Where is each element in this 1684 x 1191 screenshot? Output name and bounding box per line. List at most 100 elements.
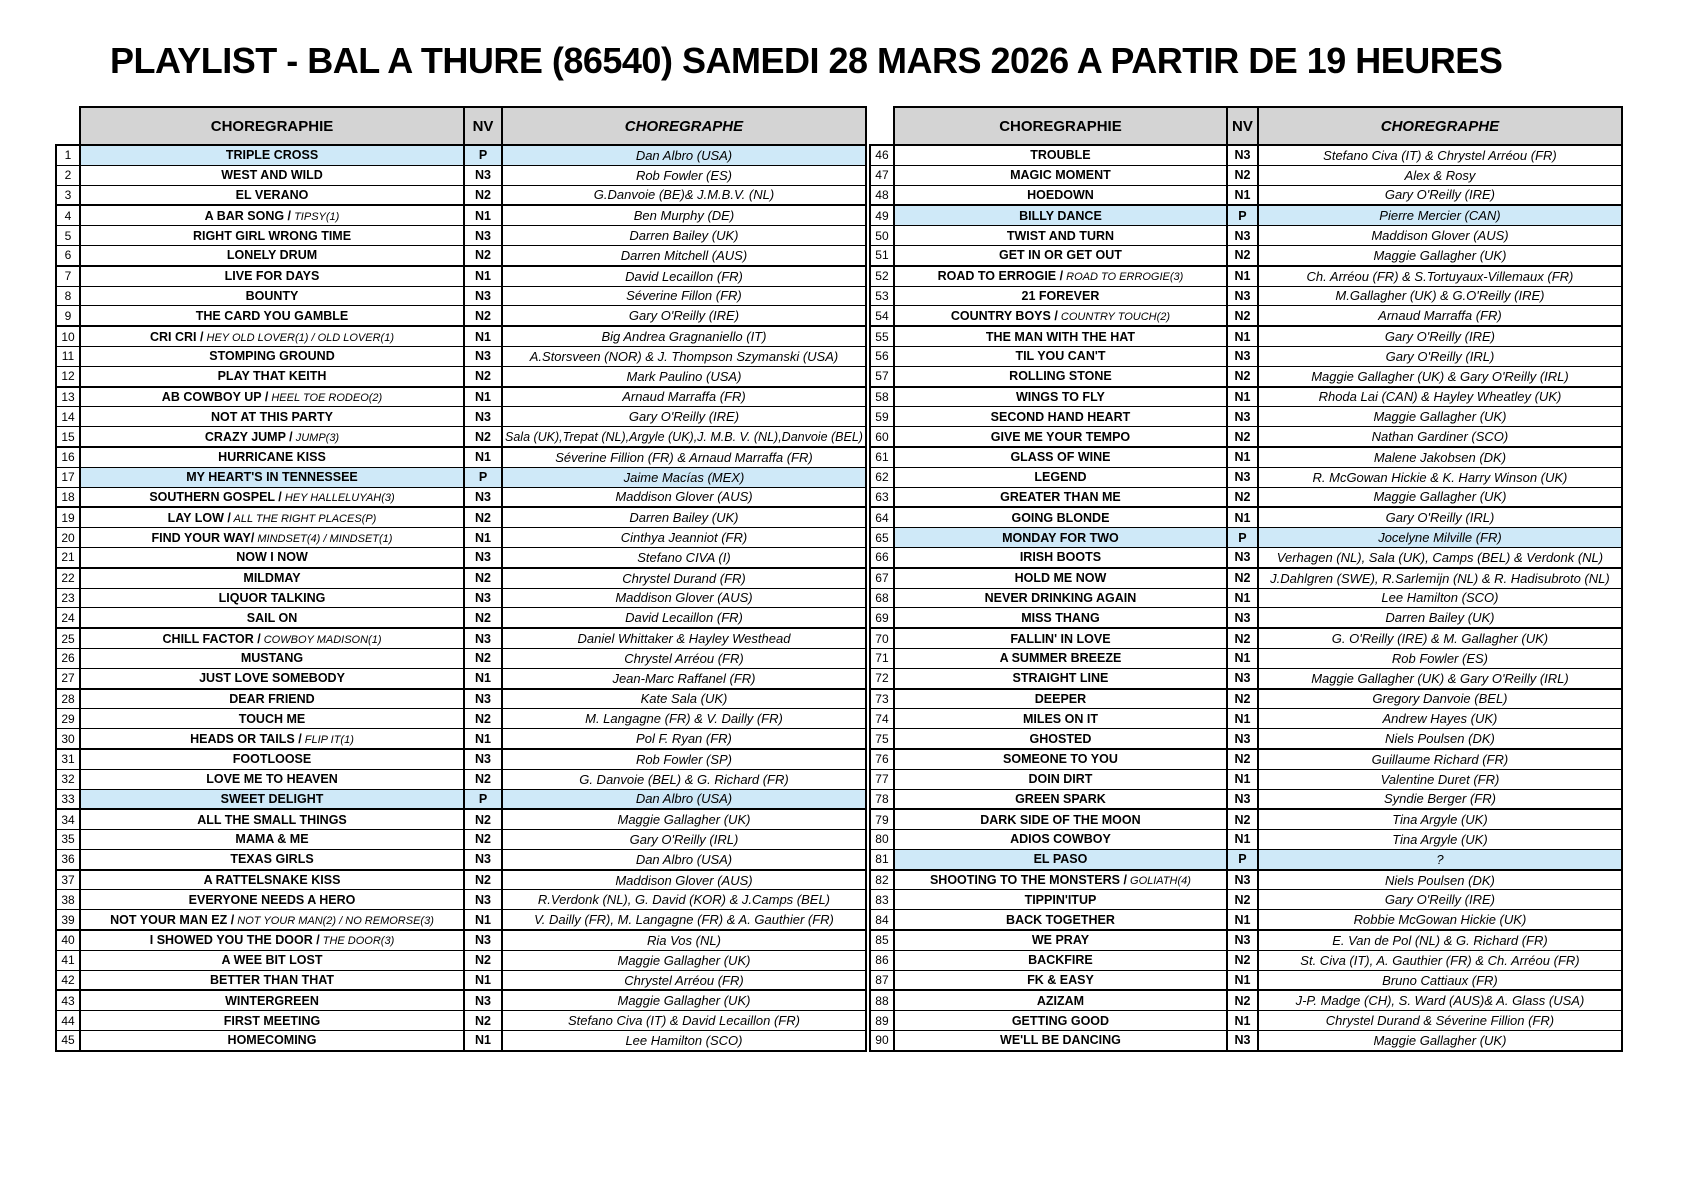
level: N1	[463, 325, 503, 347]
song-title-alt: GOLIATH(4)	[1126, 875, 1191, 888]
song-title: GREATER THAN ME	[892, 486, 1228, 509]
level: N3	[463, 546, 503, 569]
table-row: 62 LEGEND N3 R. McGowan Hickie & K. Harr…	[868, 466, 1623, 488]
choreographer-name: Gary O'Reilly (IRE)	[628, 409, 740, 425]
table-row: 10 CRI CRI / HEY OLD LOVER(1) / OLD LOVE…	[55, 325, 867, 347]
choreographer-name: Jean-Marc Raffanel (FR)	[612, 670, 756, 686]
song-title: FK & EASY	[892, 969, 1228, 992]
level: N3	[1225, 345, 1259, 367]
song-title-main: SECOND HAND HEART	[990, 409, 1131, 424]
level: N1	[463, 1030, 503, 1052]
level: N1	[1225, 969, 1259, 992]
level: P	[463, 466, 503, 488]
song-title-main: LOVE ME TO HEAVEN	[206, 772, 338, 787]
song-title: WINTERGREEN	[79, 989, 465, 1012]
choreographer: Pol F. Ryan (FR)	[501, 728, 867, 750]
song-title: AB COWBOY UP / HEEL TOE RODEO(2)	[79, 386, 465, 408]
row-number: 2	[55, 164, 81, 186]
row-number: 11	[55, 345, 81, 367]
choreographer-name: Alex & Rosy	[1404, 167, 1476, 183]
choreographer-name: Maggie Gallagher (UK)	[617, 812, 751, 828]
level: N2	[463, 506, 503, 529]
choreographer-name: Gary O'Reilly (IRE)	[1384, 187, 1495, 203]
header-choregraphe: CHOREGRAPHE	[501, 106, 867, 146]
song-title-main: DOIN DIRT	[1028, 772, 1093, 787]
choreographer: Jean-Marc Raffanel (FR)	[501, 667, 867, 690]
table-row: 15 CRAZY JUMP / JUMP(3) N2 Sala (UK),Tre…	[55, 426, 867, 448]
table-row: 66 IRISH BOOTS N3 Verhagen (NL), Sala (U…	[868, 546, 1623, 569]
table-row: 43 WINTERGREEN N3 Maggie Gallagher (UK)	[55, 989, 867, 1012]
song-title: 21 FOREVER	[892, 285, 1228, 307]
song-title-main: GOING BLONDE	[1011, 510, 1110, 525]
choreographer: Arnaud Marraffa (FR)	[1256, 305, 1623, 328]
row-number: 43	[55, 989, 81, 1012]
level: N3	[1225, 929, 1259, 951]
choreographer: Chrystel Arréou (FR)	[501, 647, 867, 669]
table-row: 19 LAY LOW / ALL THE RIGHT PLACES(P) N2 …	[55, 506, 867, 529]
song-title-main: IRISH BOOTS	[1019, 550, 1102, 565]
song-title-main: HOEDOWN	[1027, 187, 1094, 202]
table-row: 13 AB COWBOY UP / HEEL TOE RODEO(2) N1 A…	[55, 386, 867, 408]
song-title-main: FIRST MEETING	[223, 1013, 321, 1028]
table-row: 90 WE'LL BE DANCING N3 Maggie Gallagher …	[868, 1030, 1623, 1052]
choreographer-name: ?	[1436, 851, 1444, 867]
table-row: 36 TEXAS GIRLS N3 Dan Albro (USA)	[55, 848, 867, 871]
choreographer-name: Kate Sala (UK)	[640, 691, 728, 707]
song-title-alt: FLIP IT(1)	[301, 733, 354, 746]
song-title: STOMPING GROUND	[79, 345, 465, 367]
song-title-main: PLAY THAT KEITH	[217, 369, 327, 384]
song-title: LIQUOR TALKING	[79, 587, 465, 609]
row-number: 20	[55, 527, 81, 548]
choreographer: Gregory Danvoie (BEL)	[1256, 688, 1623, 710]
song-title: RIGHT GIRL WRONG TIME	[79, 225, 465, 246]
song-title: A RATTELSNAKE KISS	[79, 869, 465, 891]
row-number: 64	[868, 506, 895, 529]
choreographer-name: Stefano CIVA (I)	[637, 549, 731, 565]
choreographer-name: Maddison Glover (AUS)	[615, 489, 753, 505]
song-title-main: WINGS TO FLY	[1016, 389, 1105, 404]
level: N3	[463, 929, 503, 951]
row-number: 15	[55, 426, 81, 448]
choreographer-name: M.Gallagher (UK) & G.O'Reilly (IRE)	[1335, 288, 1545, 304]
level: N3	[463, 748, 503, 770]
choreographer: Rhoda Lai (CAN) & Hayley Wheatley (UK)	[1256, 386, 1623, 408]
level: N3	[463, 345, 503, 367]
song-title-main: LIQUOR TALKING	[218, 590, 326, 605]
song-title: TIL YOU CAN'T	[892, 345, 1228, 367]
choreographer: Syndie Berger (FR)	[1256, 788, 1623, 811]
choreographer-name: Séverine Fillon (FR)	[626, 288, 742, 304]
row-number: 61	[868, 446, 895, 468]
song-title-main: FK & EASY	[1027, 973, 1094, 988]
row-number: 83	[868, 889, 895, 911]
choreographer: Bruno Cattiaux (FR)	[1256, 969, 1623, 992]
table-row: 44 FIRST MEETING N2 Stefano Civa (IT) & …	[55, 1010, 867, 1032]
table-row: 89 GETTING GOOD N1 Chrystel Durand & Sév…	[868, 1010, 1623, 1032]
song-title-main: BACKFIRE	[1028, 953, 1093, 968]
choreographer: M.Gallagher (UK) & G.O'Reilly (IRE)	[1256, 285, 1623, 307]
song-title-main: SOUTHERN GOSPEL /	[149, 489, 282, 504]
choreographer-name: Niels Poulsen (DK)	[1385, 872, 1495, 888]
table-row: 6 LONELY DRUM N2 Darren Mitchell (AUS)	[55, 244, 867, 267]
choreographer-name: A.Storsveen (NOR) & J. Thompson Szymansk…	[529, 348, 839, 364]
row-number: 58	[868, 386, 895, 408]
level: N3	[463, 587, 503, 609]
song-title-alt: COWBOY MADISON(1)	[260, 633, 382, 646]
song-title: MILES ON IT	[892, 708, 1228, 730]
table-body-right: 46 TROUBLE N3 Stefano Civa (IT) & Chryst…	[868, 143, 1623, 1052]
level: N3	[1225, 225, 1259, 246]
row-number: 76	[868, 748, 895, 770]
table-row: 53 21 FOREVER N3 M.Gallagher (UK) & G.O'…	[868, 285, 1623, 307]
choreographer-name: Tina Argyle (UK)	[1392, 812, 1488, 828]
choreographer-name: Maggie Gallagher (UK)	[617, 952, 751, 968]
choreographer-name: Ben Murphy (DE)	[633, 208, 735, 224]
table-row: 38 EVERYONE NEEDS A HERO N3 R.Verdonk (N…	[55, 889, 867, 911]
row-number: 45	[55, 1030, 81, 1052]
song-title: NEVER DRINKING AGAIN	[892, 587, 1228, 609]
row-number: 77	[868, 768, 895, 790]
table-body-left: 1 TRIPLE CROSS P Dan Albro (USA) 2 WEST …	[55, 143, 867, 1052]
choreographer-name: Maggie Gallagher (UK)	[1373, 247, 1507, 263]
song-title-main: CHILL FACTOR /	[162, 631, 261, 646]
choreographer: Dan Albro (USA)	[501, 144, 867, 166]
choreographer: Séverine Fillon (FR)	[501, 285, 867, 307]
level: N1	[1225, 325, 1259, 347]
